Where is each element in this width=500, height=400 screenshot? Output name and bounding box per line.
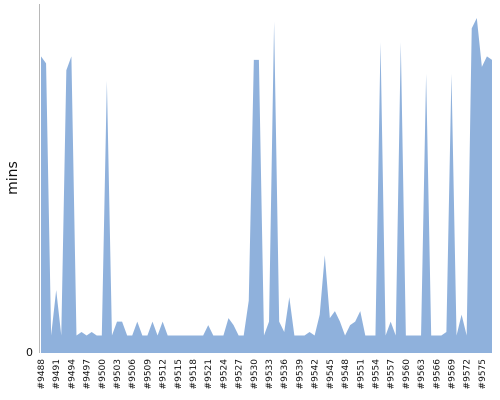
x-tick-label: #9548 xyxy=(341,359,351,390)
x-tick-label: #9491 xyxy=(52,359,62,389)
plot-area xyxy=(41,17,492,354)
y-tick-label: 0 xyxy=(26,346,33,359)
x-tick-label: #9539 xyxy=(295,359,305,390)
x-tick-label: #9488 xyxy=(37,359,47,390)
x-tick-label: #9503 xyxy=(113,359,123,389)
y-axis-label: mins xyxy=(5,161,21,195)
x-tick-label: #9530 xyxy=(250,359,260,390)
x-tick-label: #9557 xyxy=(387,359,397,389)
x-tick-label: #9533 xyxy=(265,359,275,389)
x-tick-label: #9497 xyxy=(83,359,93,389)
x-tick-label: #9560 xyxy=(402,359,412,390)
x-tick-label: #9569 xyxy=(447,359,457,390)
x-tick-label: #9518 xyxy=(189,359,199,390)
x-tick-label: #9563 xyxy=(417,359,427,389)
x-tick-label: #9515 xyxy=(174,359,184,389)
x-tick-label: #9527 xyxy=(235,359,245,389)
area-series xyxy=(41,17,492,354)
x-tick-label: #9572 xyxy=(463,359,473,389)
x-tick-label: #9551 xyxy=(356,359,366,389)
x-tick-label: #9521 xyxy=(204,359,214,389)
x-tick-label: #9566 xyxy=(432,359,442,390)
x-tick-label: #9536 xyxy=(280,359,290,390)
x-tick-label: #9545 xyxy=(326,359,336,389)
x-tick-label: #9494 xyxy=(67,359,77,390)
x-tick-label: #9509 xyxy=(143,359,153,390)
x-tick-label: #9575 xyxy=(478,359,488,389)
x-tick-label: #9542 xyxy=(311,359,321,389)
x-tick-label: #9506 xyxy=(128,359,138,390)
x-tick-labels: #9488 #9491 #9494 #9497 #9500 #9503 #9506 #9509… xyxy=(37,359,488,390)
x-tick-label: #9500 xyxy=(98,359,108,390)
x-tick-label: #9524 xyxy=(219,359,229,390)
x-tick-label: #9554 xyxy=(371,359,381,390)
x-tick-label: #9512 xyxy=(159,359,169,389)
